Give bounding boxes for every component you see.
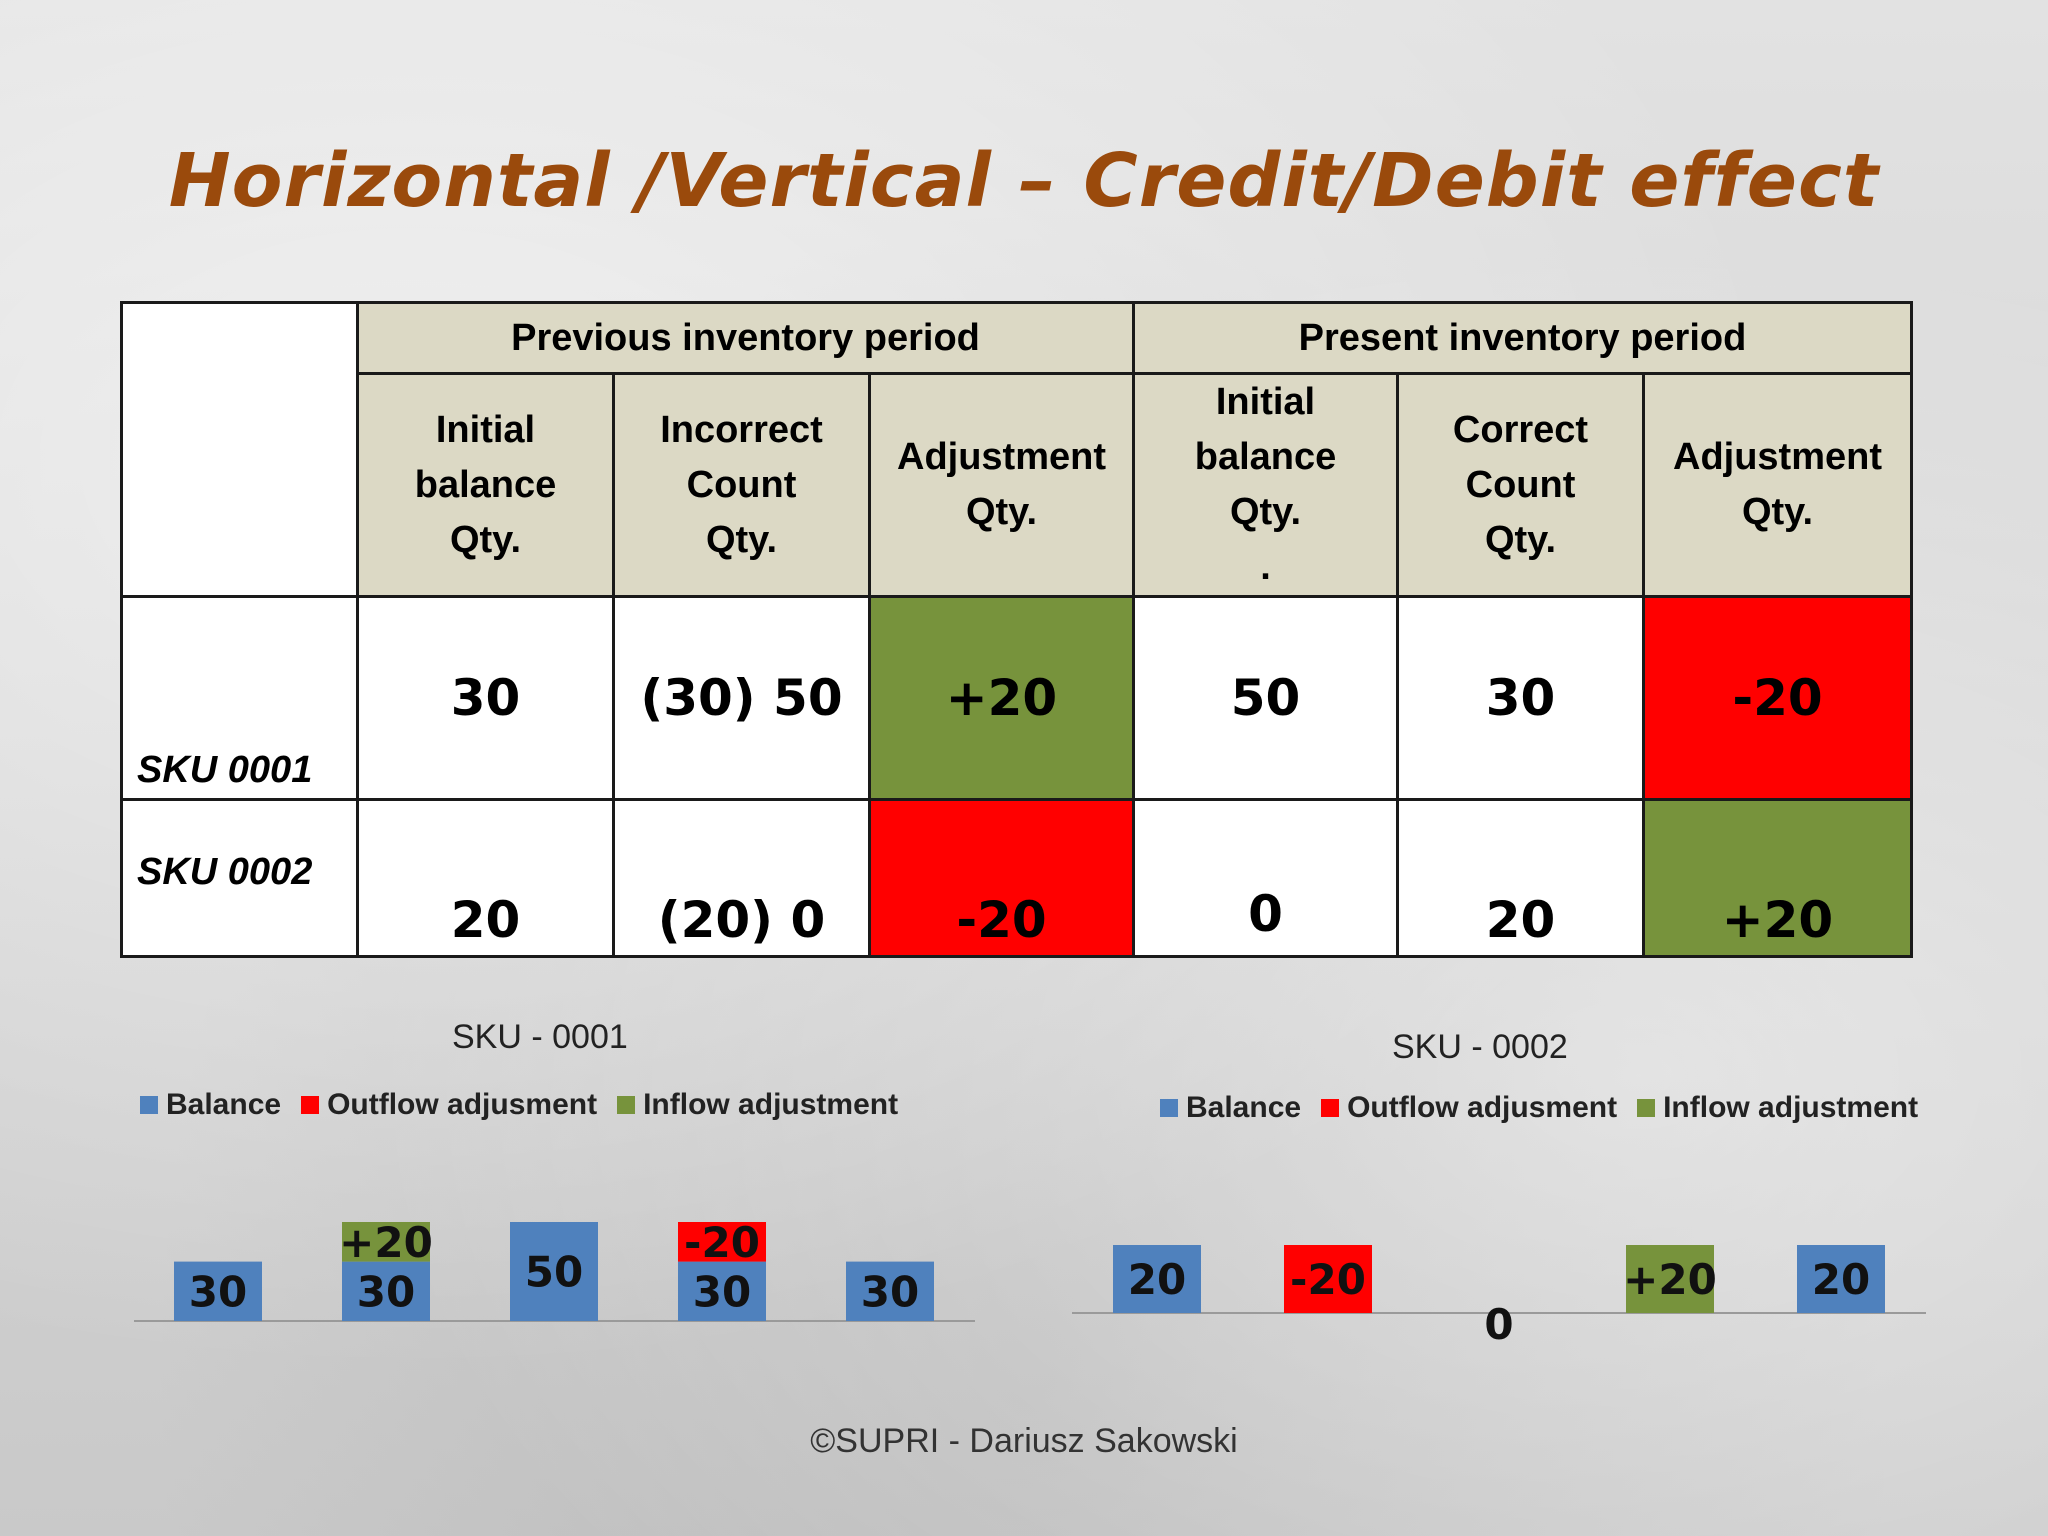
bar-inflow-adjustment xyxy=(1626,1245,1714,1313)
row-label-sku-0002: SKU 0002 xyxy=(120,798,359,958)
column-header: Initial balance Qty. xyxy=(356,372,615,598)
slide-title: Horizontal /Vertical – Credit/Debit effe… xyxy=(168,138,1880,224)
inventory-table: Previous inventory period Present invent… xyxy=(120,301,1913,958)
data-label: 50 xyxy=(525,1248,583,1297)
table-cell: (20) 0 xyxy=(612,798,871,958)
data-label: +20 xyxy=(339,1218,433,1267)
bar-inflow-adjustment xyxy=(342,1222,430,1262)
data-label: 20 xyxy=(1128,1255,1186,1304)
bar-balance xyxy=(174,1261,262,1321)
table-cell: 50 xyxy=(1132,595,1399,801)
table-cell-inflow: +20 xyxy=(1642,798,1913,958)
data-label: -20 xyxy=(684,1218,760,1267)
footer-copyright: ©SUPRI - Dariusz Sakowski xyxy=(810,1422,1238,1460)
data-label: 30 xyxy=(861,1267,919,1316)
table-cell: (30) 50 xyxy=(612,595,871,801)
column-header: Adjustment Qty. xyxy=(1642,372,1913,598)
outflow-swatch-icon xyxy=(1321,1099,1340,1117)
bar-balance xyxy=(342,1261,430,1321)
column-header: Initial balance Qty. . xyxy=(1132,372,1399,598)
legend-item-outflow: Outflow adjusment xyxy=(301,1088,597,1122)
legend-item-balance: Balance xyxy=(1160,1091,1301,1125)
chart-title-sku-0002: SKU - 0002 xyxy=(1392,1028,1568,1066)
present-period-header: Present inventory period xyxy=(1132,301,1913,375)
table-cell: 0 xyxy=(1132,798,1399,958)
table-cell: 30 xyxy=(1396,595,1645,801)
bar-balance xyxy=(1113,1245,1201,1313)
inflow-swatch-icon xyxy=(1637,1099,1656,1117)
column-header: Incorrect Count Qty. xyxy=(612,372,871,598)
outflow-swatch-icon xyxy=(301,1096,320,1114)
chart-legend-sku-0002: Balance Outflow adjusment Inflow adjustm… xyxy=(1160,1091,1918,1125)
legend-item-inflow: Inflow adjustment xyxy=(617,1088,898,1122)
table-cell-outflow: -20 xyxy=(1642,595,1913,801)
column-header: Correct Count Qty. xyxy=(1396,372,1645,598)
previous-period-header: Previous inventory period xyxy=(356,301,1135,375)
bar-balance xyxy=(510,1222,598,1321)
data-label: -20 xyxy=(1290,1255,1366,1304)
table-cell: 20 xyxy=(1396,798,1645,958)
data-label: +20 xyxy=(1623,1255,1717,1304)
balance-swatch-icon xyxy=(140,1096,158,1114)
table-cell: 30 xyxy=(356,595,615,801)
corner-cell xyxy=(120,301,359,598)
data-label: 30 xyxy=(189,1267,247,1316)
table-cell: 20 xyxy=(356,798,615,958)
data-label: 30 xyxy=(693,1267,751,1316)
legend-item-outflow: Outflow adjusment xyxy=(1321,1091,1617,1125)
bar-outflow-adjusment xyxy=(1284,1245,1372,1313)
table-cell-outflow: -20 xyxy=(868,798,1135,958)
data-label: 30 xyxy=(357,1267,415,1316)
column-header: Adjustment Qty. xyxy=(868,372,1135,598)
bar-balance xyxy=(1797,1245,1885,1313)
bar-outflow-adjusment xyxy=(678,1222,766,1262)
data-label: 0 xyxy=(1484,1300,1513,1349)
row-label-sku-0001: SKU 0001 xyxy=(120,595,359,801)
chart-title-sku-0001: SKU - 0001 xyxy=(452,1018,628,1056)
table-cell-inflow: +20 xyxy=(868,595,1135,801)
chart-legend-sku-0001: Balance Outflow adjusment Inflow adjustm… xyxy=(140,1088,898,1122)
bar-balance xyxy=(846,1261,934,1321)
inflow-swatch-icon xyxy=(617,1096,636,1114)
balance-swatch-icon xyxy=(1160,1099,1178,1117)
legend-item-balance: Balance xyxy=(140,1088,281,1122)
legend-item-inflow: Inflow adjustment xyxy=(1637,1091,1918,1125)
bar-balance xyxy=(678,1261,766,1321)
data-label: 20 xyxy=(1812,1255,1870,1304)
